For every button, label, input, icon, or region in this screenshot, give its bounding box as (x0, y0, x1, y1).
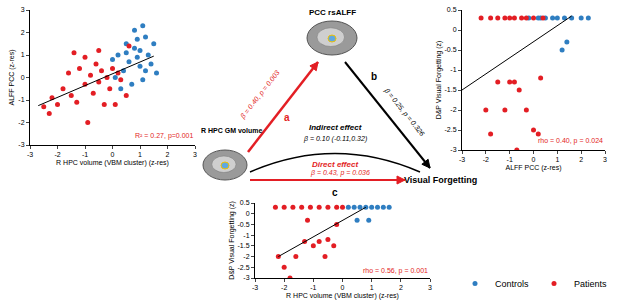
svg-text:3: 3 (21, 6, 25, 13)
svg-text:-2.5: -2.5 (238, 264, 250, 271)
svg-text:-3: -3 (243, 274, 249, 281)
svg-text:-2: -2 (18, 119, 24, 126)
svg-text:rho = 0.56, p = 0.001: rho = 0.56, p = 0.001 (363, 267, 428, 275)
svg-text:c: c (332, 187, 338, 198)
svg-text:a: a (284, 112, 290, 123)
svg-text:-0.5: -0.5 (238, 221, 250, 228)
svg-text:0: 0 (246, 210, 250, 217)
svg-text:-1: -1 (18, 96, 24, 103)
svg-text:D&P Visual Forgetting (z): D&P Visual Forgetting (z) (228, 201, 236, 280)
svg-text:R² = 0.27, p=0.001: R² = 0.27, p=0.001 (135, 132, 193, 140)
svg-text:β = 0.10 (-0.11,0.32): β = 0.10 (-0.11,0.32) (303, 135, 367, 143)
svg-text:1: 1 (21, 51, 25, 58)
svg-text:b: b (371, 71, 377, 82)
svg-text:PCC rsALFF: PCC rsALFF (309, 8, 356, 17)
svg-text:-3: -3 (450, 146, 456, 153)
svg-text:3: 3 (193, 151, 197, 158)
svg-text:2: 2 (166, 151, 170, 158)
svg-text:2: 2 (21, 29, 25, 36)
svg-text:-1: -1 (243, 232, 249, 239)
svg-text:0: 0 (453, 26, 457, 33)
svg-text:0: 0 (532, 156, 536, 163)
svg-text:rho = 0.40, p = 0.024: rho = 0.40, p = 0.024 (538, 137, 603, 145)
svg-text:-3: -3 (18, 141, 24, 148)
svg-text:Direct effect: Direct effect (312, 160, 358, 169)
svg-text:-1: -1 (310, 284, 316, 291)
svg-text:-2: -2 (243, 253, 249, 260)
svg-text:β = 0.25, p = 0.326: β = 0.25, p = 0.326 (382, 86, 426, 138)
svg-text:Indirect effect: Indirect effect (309, 123, 362, 132)
svg-text:3: 3 (428, 284, 432, 291)
svg-text:Visual Forgetting: Visual Forgetting (404, 175, 477, 185)
svg-text:-1.5: -1.5 (238, 242, 250, 249)
svg-text:D&P Visual Forgetting (z): D&P Visual Forgetting (z) (435, 41, 443, 120)
svg-text:0: 0 (341, 284, 345, 291)
svg-text:-2.5: -2.5 (445, 126, 457, 133)
svg-text:-3: -3 (459, 156, 465, 163)
svg-text:-2: -2 (450, 106, 456, 113)
svg-text:0.5: 0.5 (240, 199, 250, 206)
svg-text:Patients: Patients (574, 279, 607, 289)
svg-text:1: 1 (138, 151, 142, 158)
svg-text:1: 1 (555, 156, 559, 163)
svg-text:β = 0.40, p = 0.003: β = 0.40, p = 0.003 (238, 69, 281, 121)
svg-text:3: 3 (603, 156, 607, 163)
svg-text:-2: -2 (281, 284, 287, 291)
svg-text:0.5: 0.5 (447, 6, 457, 13)
svg-text:2: 2 (579, 156, 583, 163)
svg-text:-1: -1 (507, 156, 513, 163)
svg-text:-3: -3 (27, 151, 33, 158)
svg-text:Controls: Controls (495, 279, 529, 289)
svg-text:R HPC volume (VBM cluster) (z-: R HPC volume (VBM cluster) (z-res) (286, 292, 399, 300)
svg-text:β = 0.43, p = 0.036: β = 0.43, p = 0.036 (310, 169, 370, 177)
svg-text:-1.5: -1.5 (445, 86, 457, 93)
svg-text:-0.5: -0.5 (445, 46, 457, 53)
svg-text:0: 0 (111, 151, 115, 158)
svg-text:2: 2 (399, 284, 403, 291)
svg-text:1: 1 (370, 284, 374, 291)
svg-text:-3: -3 (252, 284, 258, 291)
svg-text:R HPC GM volume: R HPC GM volume (201, 127, 263, 134)
svg-text:-2: -2 (483, 156, 489, 163)
svg-text:R HPC volume (VBM cluster) (z-: R HPC volume (VBM cluster) (z-res) (56, 159, 169, 167)
svg-text:0: 0 (21, 74, 25, 81)
svg-text:ALFF PCC (z-res): ALFF PCC (z-res) (8, 50, 16, 106)
svg-text:-1: -1 (82, 151, 88, 158)
svg-text:-1: -1 (450, 66, 456, 73)
svg-text:-2: -2 (54, 151, 60, 158)
svg-text:ALFF PCC (z-res): ALFF PCC (z-res) (506, 164, 562, 172)
